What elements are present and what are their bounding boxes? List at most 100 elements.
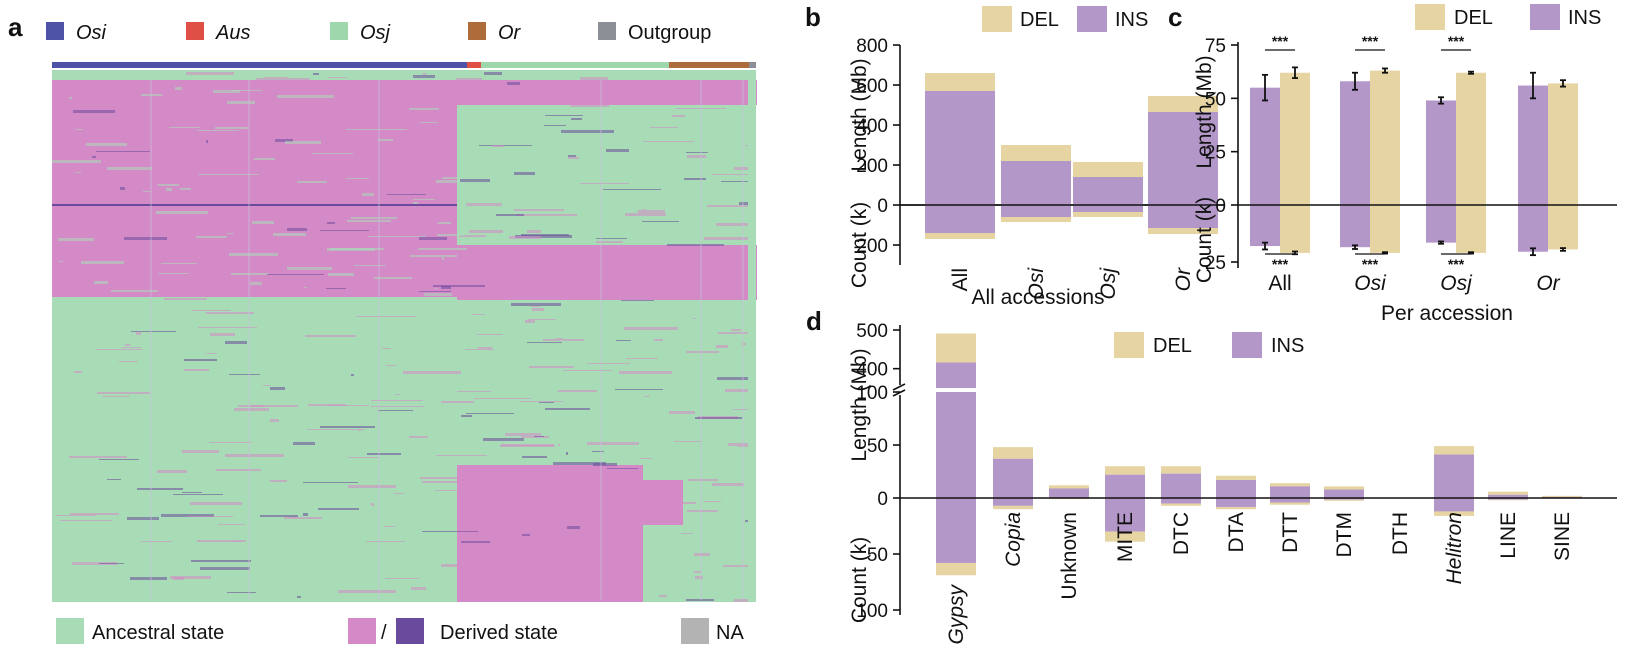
bar-del-count-or — [1148, 228, 1218, 234]
bar-ins-length-all — [925, 91, 995, 205]
heatmap-stripe — [693, 318, 696, 319]
heatmap-stripe — [76, 129, 83, 130]
heatmap-stripe — [175, 87, 182, 90]
heatmap-stripe — [571, 118, 582, 120]
heatmap-stripe — [73, 110, 115, 113]
heatmap-stripe — [86, 143, 127, 146]
heatmap-stripe — [111, 290, 158, 292]
legend-ins-label: INS — [1115, 9, 1148, 31]
heatmap-stripe — [371, 503, 374, 506]
bar-ins-length-unknown — [1049, 488, 1089, 498]
heatmap-stripe — [69, 456, 127, 458]
heatmap-stripe — [531, 306, 540, 307]
heatmap-stripe — [568, 276, 617, 277]
d-tick-label: 50 — [867, 545, 888, 566]
heatmap-stripe — [75, 172, 81, 173]
heatmap-stripe — [578, 570, 621, 573]
heatmap-stripe — [558, 444, 560, 446]
heatmap-stripe — [227, 101, 255, 104]
group-swatch-osj — [330, 22, 348, 40]
na-label: NA — [716, 622, 744, 644]
bar-del-count-gypsy — [936, 562, 976, 576]
heatmap-stripe — [478, 347, 492, 349]
bar-ins-count-helitron — [1434, 498, 1474, 512]
bar-del-length-osj — [1456, 72, 1486, 205]
heatmap-stripe — [351, 217, 397, 219]
heatmap-stripe — [733, 409, 756, 410]
heatmap-stripe — [559, 489, 585, 490]
heatmap-stripe — [462, 282, 498, 283]
heatmap-stripe — [419, 291, 451, 292]
heatmap-stripe — [615, 389, 663, 390]
heatmap-stripe — [534, 436, 544, 437]
heatmap-stripe — [598, 93, 623, 94]
bar-del-count-helitron — [1434, 511, 1474, 516]
heatmap-stripe — [717, 377, 756, 380]
bar-del-length-or — [1148, 96, 1218, 112]
heatmap-stripe — [459, 235, 486, 237]
heatmap-stripe — [422, 531, 478, 532]
heatmap-stripe — [72, 562, 117, 565]
legend-del-label: DEL — [1454, 7, 1493, 29]
heatmap-stripe — [499, 548, 556, 551]
heatmap-stripe — [628, 248, 648, 251]
heatmap-stripe — [570, 105, 609, 107]
heatmap-stripe — [70, 513, 119, 515]
heatmap-stripe — [157, 470, 187, 473]
heatmap-column — [600, 80, 602, 600]
legend-ins-label: INS — [1568, 7, 1601, 29]
heatmap-stripe — [184, 359, 217, 361]
heatmap-stripe — [548, 521, 598, 522]
heatmap-stripe — [422, 481, 483, 483]
heatmap-stripe — [234, 408, 269, 411]
heatmap-stripe — [461, 415, 472, 417]
bar-del-count-all — [1280, 205, 1310, 253]
heatmap-stripe — [626, 358, 658, 359]
heatmap-stripe — [252, 221, 274, 224]
group-label-osj: Osj — [360, 22, 391, 44]
d-category-dtm: DTM — [1333, 512, 1356, 558]
group-bar-osj — [481, 62, 669, 68]
bar-ins-count-osj — [1073, 205, 1143, 212]
heatmap-stripe — [686, 152, 708, 153]
heatmap-block — [52, 80, 457, 245]
heatmap-stripe — [69, 97, 72, 99]
heatmap-stripe — [270, 387, 285, 390]
sig-bottom-osi: *** — [1362, 256, 1379, 272]
b-tick-label: 200 — [856, 236, 888, 257]
heatmap-stripe — [539, 402, 554, 403]
heatmap-stripe — [81, 261, 124, 264]
heatmap-stripe — [284, 517, 322, 519]
heatmap-stripe — [603, 189, 661, 190]
heatmap-stripe — [348, 457, 379, 458]
heatmap-stripe — [97, 392, 150, 394]
group-bar-outgroup — [749, 62, 756, 68]
heatmap-stripe — [643, 141, 694, 142]
b-tick-label: 600 — [856, 76, 888, 97]
heatmap-stripe — [358, 430, 361, 431]
bar-del-count-mite — [1105, 531, 1145, 542]
heatmap-stripe — [107, 167, 152, 170]
group-swatch-or — [468, 22, 486, 40]
heatmap-stripe — [197, 130, 239, 131]
c-category-osj: Osj — [1440, 272, 1473, 295]
heatmap-stripe — [523, 248, 558, 249]
bar-ins-count-osi — [1340, 205, 1370, 248]
c-category-all: All — [1268, 272, 1291, 295]
heatmap-stripe — [277, 95, 334, 98]
heatmap-stripe — [442, 177, 471, 179]
heatmap-stripe — [514, 172, 535, 175]
heatmap-stripe — [386, 365, 396, 366]
heatmap-stripe — [307, 429, 365, 430]
heatmap-stripe — [479, 145, 532, 146]
heatmap-stripe — [491, 589, 548, 592]
bar-del-count-dta — [1216, 506, 1256, 510]
heatmap-stripe — [170, 576, 211, 579]
heatmap-stripe — [624, 556, 627, 559]
bar-del-count-osj — [1073, 212, 1143, 217]
heatmap-stripe — [515, 235, 572, 238]
group-legend: Osi Aus Osj Or Outgroup — [46, 22, 711, 44]
heatmap-stripe — [328, 77, 347, 78]
bar-del-count-osi — [1001, 217, 1071, 222]
